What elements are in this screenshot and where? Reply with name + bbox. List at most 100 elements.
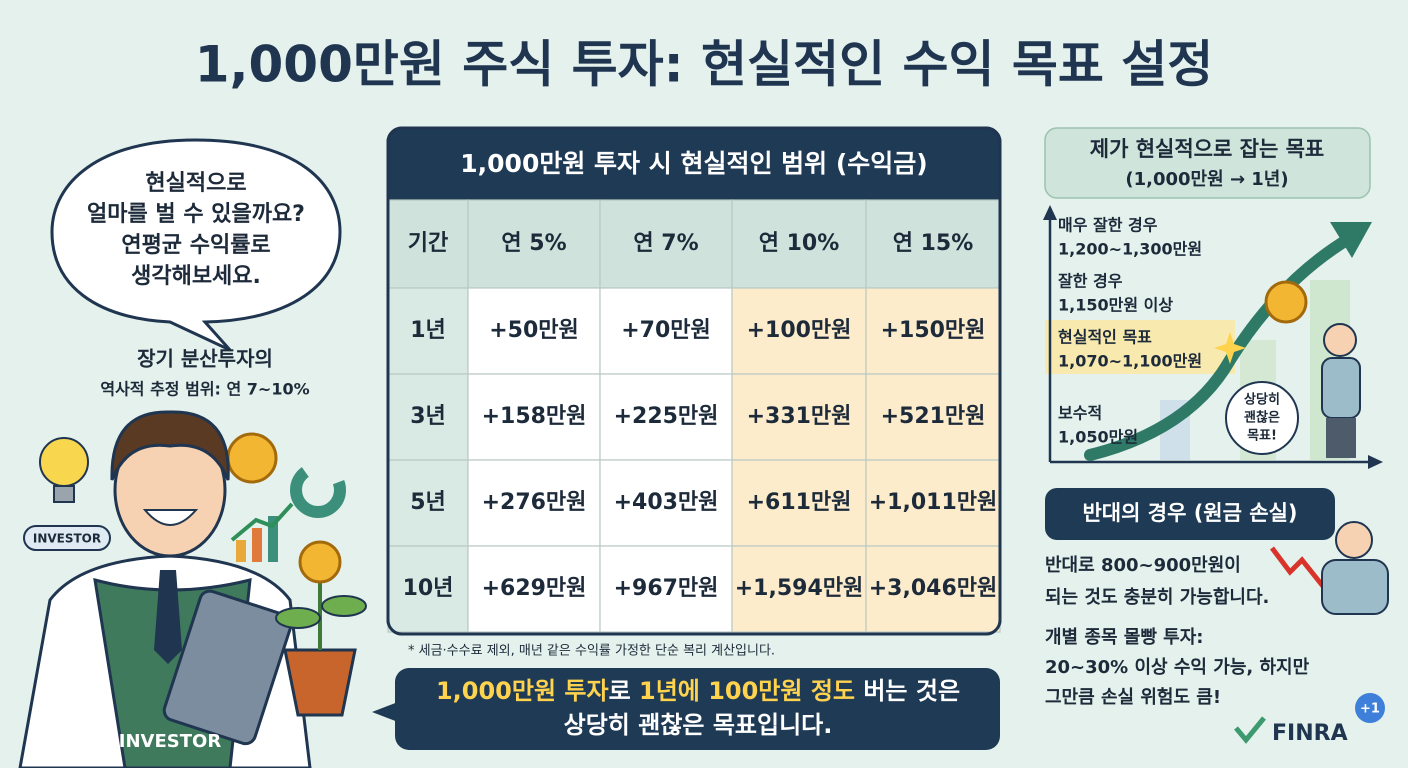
table-cell [599,287,733,375]
table-cell-text: +331만원 [747,404,852,429]
table-frame-outline [386,126,1002,636]
goal-title: 제가 현실적으로 잡는 목표 [1090,137,1324,161]
level-range: 1,200~1,300만원 [1058,240,1202,259]
trend-icon [230,502,294,542]
speech-line: 괜찮은 [1244,410,1280,426]
left-panel: 현실적으로 얼마를 벌 수 있을까요? 연평균 수익률로 생각해보세요. 장기 … [18,138,367,768]
loss-panel: 반대의 경우 (원금 손실) 반대로 800~900만원이 되는 것도 충분히 … [1045,488,1389,746]
table-cell-text: 10년 [403,576,454,601]
callout-text: 로 [609,677,639,705]
note-title: 장기 분산투자의 [137,347,273,371]
plant-pot [283,648,357,717]
table-cell [865,199,1001,289]
table-cell-text: +521만원 [881,404,986,429]
note-sub: 역사적 추정 범위: 연 7~10% [100,380,309,399]
table-header: 연 10% [759,231,840,256]
bar-icon [268,516,278,562]
person-legs [1326,418,1356,458]
bar-icon [252,528,262,562]
bulb-base [53,485,75,503]
table-cell [731,373,867,461]
table-cell-text: +611만원 [747,490,852,515]
table-cell [731,459,867,547]
table-header: 연 7% [633,231,698,256]
loss-text: 반대로 800~900만원이 [1045,555,1241,576]
table-cell-text: +70만원 [621,318,711,343]
coin [226,432,278,484]
loss-title: 반대의 경우 (원금 손실) [1082,501,1297,525]
level-range: 1,150만원 이상 [1058,296,1173,315]
table-cell [387,373,469,461]
axis-arrow [1368,455,1383,469]
table-cell [865,459,1001,547]
loss-arrow [1270,546,1328,592]
badge-pill [23,525,111,551]
bubble-line: 생각해보세요. [131,264,261,289]
table-cell-text: +225만원 [614,404,719,429]
goal-subtitle: (1,000만원 → 1년) [1125,169,1288,190]
table-panel: 1,000만원 투자 시 현실적인 범위 (수익금) 기간 연 5% 연 7% 연 1… [386,126,1002,636]
table-title-bar [388,128,1000,200]
table-cell [865,545,1001,633]
goal-panel: 제가 현실적으로 잡는 목표 (1,000만원 → 1년) 상당히 괜찮은 목표… [1043,127,1383,469]
table-title: 1,000만원 투자 시 현실적인 범위 (수익금) [460,149,927,178]
table-cell [599,459,733,547]
growth-arrow-head [1330,222,1372,258]
speech-bubble [50,138,342,352]
speech-circle [1225,381,1299,455]
hair [110,410,230,481]
brand: FINRA [1272,721,1348,746]
leaf [321,595,367,617]
tie [154,570,182,664]
tablet [162,589,293,746]
coin [298,540,342,584]
table-cell [865,373,1001,461]
table-cell-text: +967만원 [614,576,719,601]
smile [142,509,199,526]
bubble-line: 연평균 수익률로 [121,233,270,258]
badge-text: INVESTOR [33,532,101,546]
axis-arrow [1043,205,1057,220]
badge-circle [1355,693,1385,723]
table-cell-text: +3,046만원 [869,576,998,601]
level-label: 잘한 경우 [1058,272,1123,291]
table-cell-text: +403만원 [614,490,719,515]
callout-text: 버는 것은 [855,677,960,705]
shirt-label: INVESTOR [119,731,222,752]
table-cell [467,287,601,375]
level-range: 1,050만원 [1058,428,1138,447]
table-cell [467,459,601,547]
level-label: 보수적 [1058,404,1102,423]
page-title: 1,000만원 주식 투자: 현실적인 수익 목표 설정 [195,36,1214,94]
donut-icon [290,462,346,518]
person-head [1335,521,1373,559]
table-cell-text: +276만원 [482,490,587,515]
table-cell-text: +100만원 [747,318,852,343]
warning-text: 20~30% 이상 수익 가능, 하지만 [1045,657,1310,678]
bubble-line: 얼마를 벌 수 있을까요? [87,202,305,227]
bulb [39,437,89,487]
table-cell [387,199,469,289]
callout-highlight: 1,000만원 투자 [436,677,609,705]
loss-text: 되는 것도 충분히 가능합니다. [1045,586,1269,608]
brand-check [1234,716,1266,744]
level-label: 현실적인 목표 [1058,328,1152,347]
table-cell [865,287,1001,375]
table-cell [467,199,601,289]
table-cell-text: +150만원 [881,318,986,343]
level-label: 매우 잘한 경우 [1058,216,1158,235]
leaf [275,607,321,629]
table-header: 연 15% [893,231,974,256]
loss-title-box [1045,488,1335,540]
table-cell [731,545,867,633]
table-header: 기간 [408,231,448,256]
goal-highlight [1045,320,1235,374]
table-cell [467,373,601,461]
sparkle [1214,332,1246,364]
callout: 1,000만원 투자로 1년에 100만원 정도 버는 것은 상당히 괜찮은 목… [372,668,1000,750]
table-cell-text: +1,594만원 [735,576,864,601]
table-cell-text: 3년 [410,404,446,429]
warning-text: 개별 종목 몰빵 투자: [1045,627,1203,648]
